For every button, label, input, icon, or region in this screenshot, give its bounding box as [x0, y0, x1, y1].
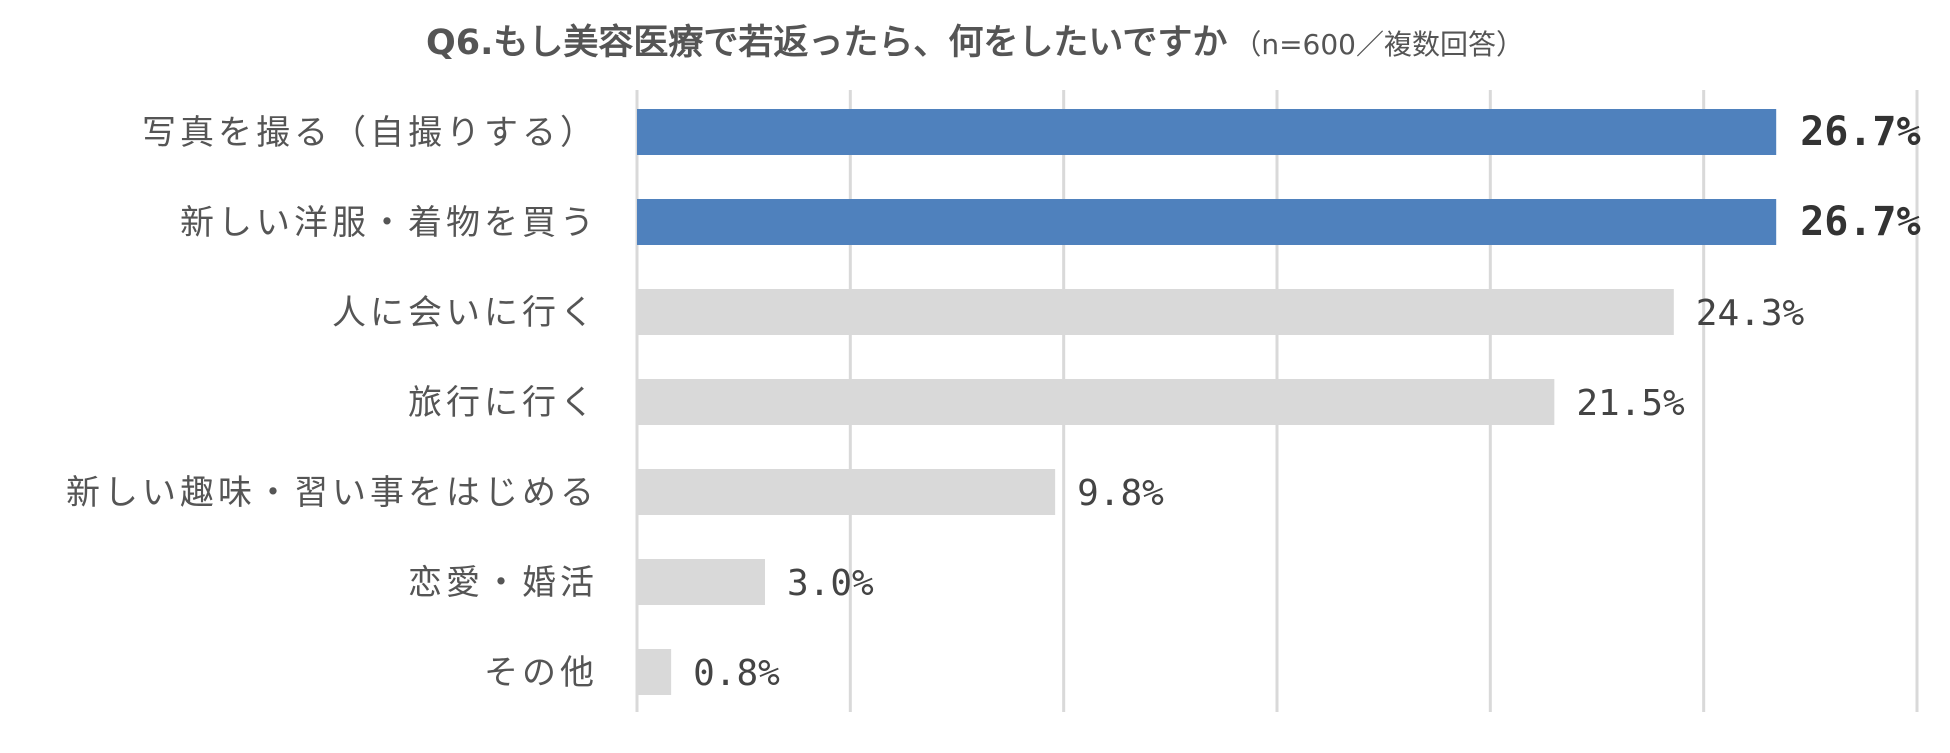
category-label: 新しい洋服・着物を買う [180, 203, 598, 243]
category-label: 恋愛・婚活 [408, 563, 598, 603]
chart-title-row: Q6.もし美容医療で若返ったら、何をしたいですか （n=600／複数回答） [0, 14, 1950, 65]
bar [637, 379, 1555, 425]
value-label: 0.8% [693, 653, 780, 694]
category-label: 人に会いに行く [332, 293, 598, 333]
value-label: 9.8% [1077, 473, 1164, 514]
chart-subtitle: （n=600／複数回答） [1233, 28, 1524, 61]
value-label: 24.3% [1696, 293, 1805, 334]
bars [637, 109, 1777, 695]
bar [637, 199, 1777, 245]
bar [637, 649, 672, 695]
value-label: 26.7% [1800, 199, 1920, 245]
category-label: 新しい趣味・習い事をはじめる [66, 473, 598, 513]
category-labels: 写真を撮る（自撮りする） 新しい洋服・着物を買う人に会いに行く旅行に行く新しい趣味… [66, 113, 598, 693]
category-label: 旅行に行く [408, 383, 598, 423]
bar [637, 289, 1674, 335]
value-labels: 26.7% 26.7% 24.3% 21.5% 9.8% 3.0% 0.8% [693, 109, 1920, 694]
bar [637, 469, 1056, 515]
bar [637, 559, 765, 605]
chart-title: Q6.もし美容医療で若返ったら、何をしたいですか [425, 23, 1228, 63]
category-label: その他 [484, 653, 598, 693]
value-label: 26.7% [1800, 109, 1920, 155]
value-label: 21.5% [1576, 383, 1685, 424]
bar [637, 109, 1777, 155]
value-label: 3.0% [787, 563, 874, 604]
category-label: 写真を撮る（自撮りする） [142, 113, 598, 153]
